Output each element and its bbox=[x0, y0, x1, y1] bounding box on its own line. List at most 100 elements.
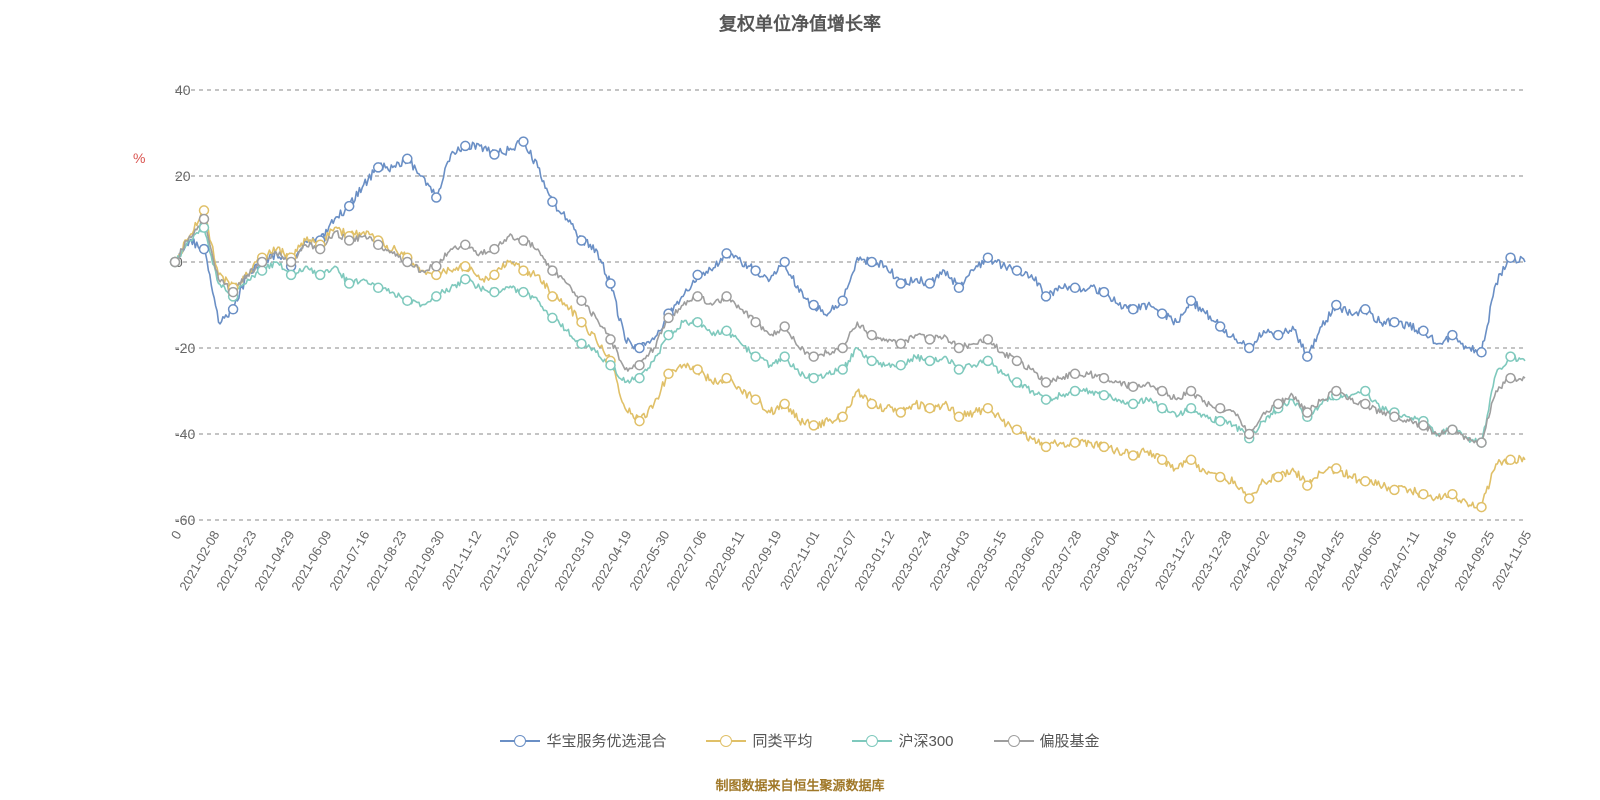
legend-label: 同类平均 bbox=[752, 730, 812, 751]
series-marker bbox=[867, 399, 876, 408]
series-marker bbox=[1245, 430, 1254, 439]
series-marker bbox=[838, 412, 847, 421]
series-marker bbox=[1332, 464, 1341, 473]
series-marker bbox=[954, 365, 963, 374]
series-marker bbox=[722, 292, 731, 301]
series-marker bbox=[983, 253, 992, 262]
series-marker bbox=[461, 275, 470, 284]
series-marker bbox=[577, 339, 586, 348]
series-marker bbox=[606, 279, 615, 288]
series-marker bbox=[490, 245, 499, 254]
series-marker bbox=[1390, 412, 1399, 421]
series-marker bbox=[287, 258, 296, 267]
y-axis-unit: % bbox=[133, 150, 145, 166]
series-marker bbox=[867, 331, 876, 340]
series-marker bbox=[345, 236, 354, 245]
series-marker bbox=[838, 365, 847, 374]
series-marker bbox=[954, 344, 963, 353]
series-marker bbox=[1361, 477, 1370, 486]
series-marker bbox=[1100, 288, 1109, 297]
series-marker bbox=[1361, 399, 1370, 408]
series-marker bbox=[374, 283, 383, 292]
legend-item: 偏股基金 bbox=[994, 730, 1100, 751]
series-marker bbox=[693, 292, 702, 301]
x-tick-label: 0 bbox=[168, 528, 185, 542]
series-marker bbox=[606, 335, 615, 344]
series-marker bbox=[1274, 399, 1283, 408]
series-marker bbox=[374, 240, 383, 249]
series-marker bbox=[1012, 266, 1021, 275]
series-marker bbox=[490, 288, 499, 297]
series-marker bbox=[867, 258, 876, 267]
series-marker bbox=[606, 361, 615, 370]
series-marker bbox=[1042, 395, 1051, 404]
legend-label: 华宝服务优选混合 bbox=[546, 730, 666, 751]
series-marker bbox=[1506, 455, 1515, 464]
series-marker bbox=[519, 236, 528, 245]
series-marker bbox=[1071, 369, 1080, 378]
legend: 华宝服务优选混合同类平均沪深300偏股基金 bbox=[0, 730, 1600, 751]
series-marker bbox=[316, 270, 325, 279]
series-marker bbox=[635, 344, 644, 353]
series-marker bbox=[1129, 451, 1138, 460]
series-marker bbox=[1100, 442, 1109, 451]
series-marker bbox=[722, 249, 731, 258]
series-marker bbox=[403, 258, 412, 267]
data-source-footer: 制图数据来自恒生聚源数据库 bbox=[0, 775, 1600, 794]
series-marker bbox=[1390, 485, 1399, 494]
series-marker bbox=[1448, 331, 1457, 340]
series-marker bbox=[1303, 481, 1312, 490]
series-marker bbox=[635, 417, 644, 426]
series-marker bbox=[1332, 301, 1341, 310]
series-marker bbox=[925, 404, 934, 413]
series-marker bbox=[490, 150, 499, 159]
series-marker bbox=[1506, 352, 1515, 361]
series-marker bbox=[1419, 490, 1428, 499]
series-marker bbox=[1071, 283, 1080, 292]
series-marker bbox=[1506, 374, 1515, 383]
series-marker bbox=[635, 361, 644, 370]
series-marker bbox=[229, 305, 238, 314]
series-marker bbox=[461, 262, 470, 271]
series-marker bbox=[548, 197, 557, 206]
series-marker bbox=[200, 245, 209, 254]
series-marker bbox=[200, 215, 209, 224]
series-marker bbox=[1187, 455, 1196, 464]
series-marker bbox=[432, 193, 441, 202]
series-marker bbox=[1448, 490, 1457, 499]
series-marker bbox=[258, 258, 267, 267]
series-marker bbox=[548, 266, 557, 275]
series-marker bbox=[1071, 438, 1080, 447]
series-marker bbox=[896, 279, 905, 288]
series-marker bbox=[664, 369, 673, 378]
series-marker bbox=[751, 318, 760, 327]
series-marker bbox=[954, 412, 963, 421]
series-marker bbox=[519, 266, 528, 275]
series-marker bbox=[693, 318, 702, 327]
series-marker bbox=[1042, 378, 1051, 387]
series-marker bbox=[1361, 387, 1370, 396]
series-marker bbox=[548, 313, 557, 322]
series-marker bbox=[1274, 473, 1283, 482]
series-marker bbox=[461, 240, 470, 249]
legend-swatch bbox=[500, 734, 540, 748]
legend-swatch bbox=[994, 734, 1034, 748]
series-marker bbox=[838, 296, 847, 305]
series-marker bbox=[1216, 404, 1225, 413]
series-marker bbox=[403, 296, 412, 305]
series-marker bbox=[954, 283, 963, 292]
series-marker bbox=[548, 292, 557, 301]
series-marker bbox=[1477, 503, 1486, 512]
legend-item: 华宝服务优选混合 bbox=[500, 730, 666, 751]
series-marker bbox=[722, 326, 731, 335]
series-marker bbox=[983, 404, 992, 413]
series-marker bbox=[635, 374, 644, 383]
series-line bbox=[175, 228, 1525, 444]
series-marker bbox=[1129, 382, 1138, 391]
series-marker bbox=[983, 356, 992, 365]
series-marker bbox=[1216, 322, 1225, 331]
series-marker bbox=[693, 365, 702, 374]
series-marker bbox=[577, 296, 586, 305]
series-marker bbox=[1477, 438, 1486, 447]
series-marker bbox=[287, 270, 296, 279]
